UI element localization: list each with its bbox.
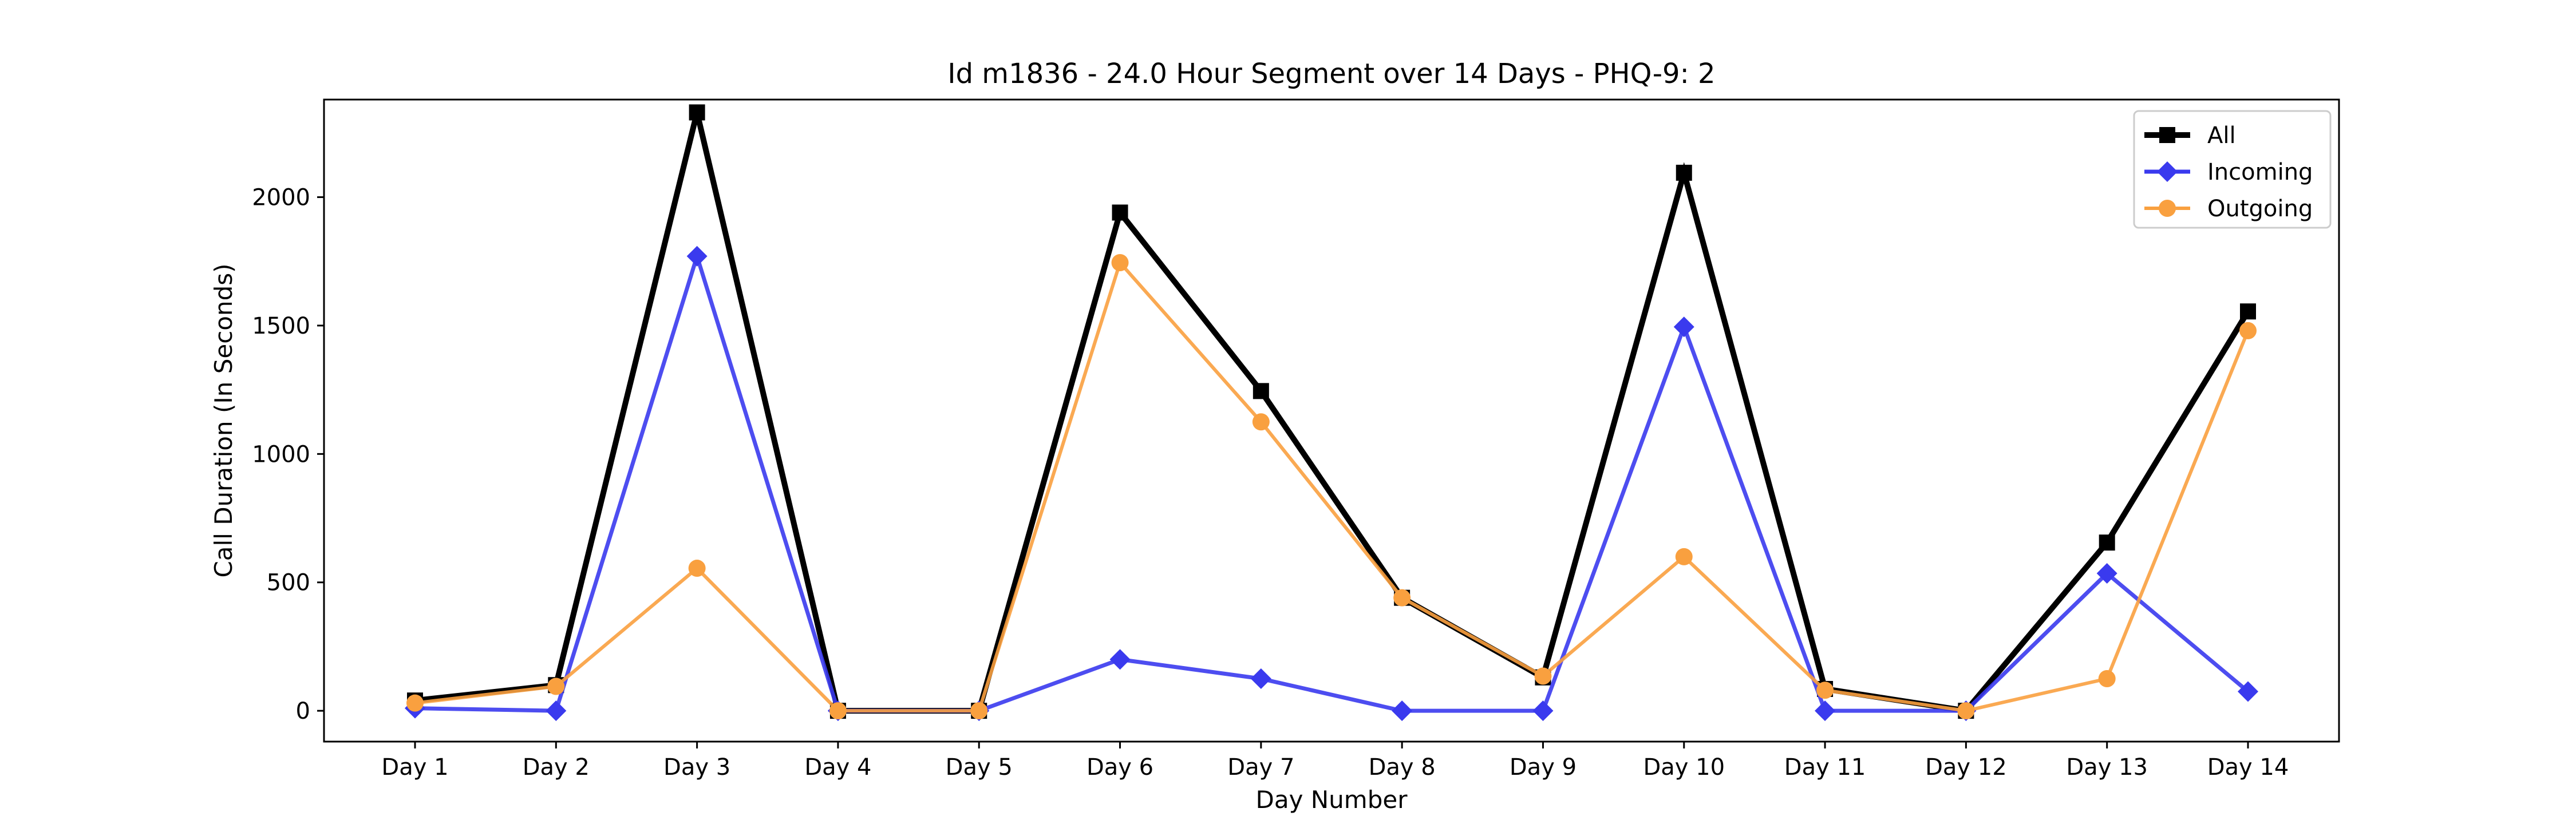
plot-area: [323, 98, 2340, 743]
x-axis-ticks: Day 1 Day 2 Day 3 Day 4 Day 5 Day 6 Day 7 Day 8…: [381, 742, 2289, 781]
legend-frame: [2133, 110, 2332, 229]
data-point-all: [689, 104, 705, 121]
x-tick-label: Day 11: [1784, 754, 1866, 781]
data-point-outgoing: [829, 702, 847, 720]
data-point-outgoing: [1534, 667, 1552, 685]
x-tick-label: Day 14: [2207, 754, 2289, 781]
data-point-incoming: [1532, 700, 1554, 722]
data-point-outgoing: [1111, 253, 1129, 271]
data-point-all: [2099, 534, 2115, 551]
y-tick-label: 1500: [252, 313, 310, 339]
x-tick-label: Day 7: [1227, 754, 1294, 781]
data-point-incoming: [686, 245, 708, 267]
data-point-incoming: [1815, 700, 1836, 722]
legend-item-outgoing: Outgoing: [2144, 196, 2313, 222]
series-layer: [405, 104, 2258, 722]
data-point-outgoing: [406, 694, 424, 712]
x-tick-label: Day 13: [2066, 754, 2148, 781]
data-point-incoming: [546, 700, 567, 722]
data-point-outgoing: [1675, 548, 1693, 565]
legend-marker: [2159, 127, 2175, 143]
x-axis-label: Day Number: [1255, 786, 1408, 814]
data-point-incoming: [1250, 668, 1271, 690]
x-tick-label: Day 2: [523, 754, 590, 781]
legend-label: Incoming: [2207, 159, 2313, 185]
data-point-outgoing: [1816, 682, 1834, 699]
data-point-all: [1112, 204, 1128, 221]
chart-title: Id m1836 - 24.0 Hour Segment over 14 Day…: [947, 58, 1715, 90]
x-tick-label: Day 12: [1925, 754, 2007, 781]
data-point-all: [1253, 383, 1269, 399]
x-tick-label: Day 1: [381, 754, 448, 781]
data-point-incoming: [2096, 563, 2117, 584]
data-point-outgoing: [1252, 413, 1270, 431]
x-tick-label: Day 4: [804, 754, 871, 781]
legend-label: All: [2207, 122, 2236, 149]
y-tick-label: 0: [296, 698, 310, 724]
x-tick-label: Day 9: [1510, 754, 1577, 781]
data-point-outgoing: [2098, 670, 2116, 688]
series-line-outgoing: [414, 259, 2250, 713]
x-tick-label: Day 6: [1086, 754, 1153, 781]
data-point-incoming: [1392, 700, 1413, 722]
series-outgoing: [406, 253, 2257, 720]
data-point-outgoing: [2239, 322, 2257, 339]
data-point-outgoing: [547, 678, 565, 695]
y-axis-label: Call Duration (In Seconds): [210, 263, 238, 577]
y-tick-label: 2000: [252, 185, 310, 211]
legend-marker: [2157, 161, 2178, 182]
data-point-outgoing: [688, 560, 706, 577]
x-tick-label: Day 5: [946, 754, 1013, 781]
x-tick-label: Day 3: [663, 754, 730, 781]
data-point-outgoing: [970, 702, 988, 720]
data-point-all: [2240, 303, 2256, 320]
legend-marker: [2159, 200, 2176, 217]
data-point-outgoing: [1393, 589, 1411, 607]
y-tick-label: 500: [267, 570, 310, 596]
data-point-incoming: [1673, 316, 1694, 338]
data-point-outgoing: [1957, 702, 1975, 720]
data-point-incoming: [2238, 681, 2258, 702]
legend-item-all: All: [2144, 122, 2236, 149]
data-point-all: [1676, 164, 1692, 181]
legend-item-incoming: Incoming: [2144, 159, 2313, 185]
data-point-incoming: [1109, 649, 1131, 670]
legend: All Incoming Outgoing: [2133, 110, 2332, 229]
y-tick-label: 1000: [252, 441, 310, 468]
y-axis-ticks: 0 500 1000 1500 2000: [252, 185, 324, 724]
legend-label: Outgoing: [2207, 196, 2313, 222]
x-tick-label: Day 8: [1369, 754, 1436, 781]
series-line-incoming: [414, 249, 2250, 713]
x-tick-label: Day 10: [1643, 754, 1725, 781]
